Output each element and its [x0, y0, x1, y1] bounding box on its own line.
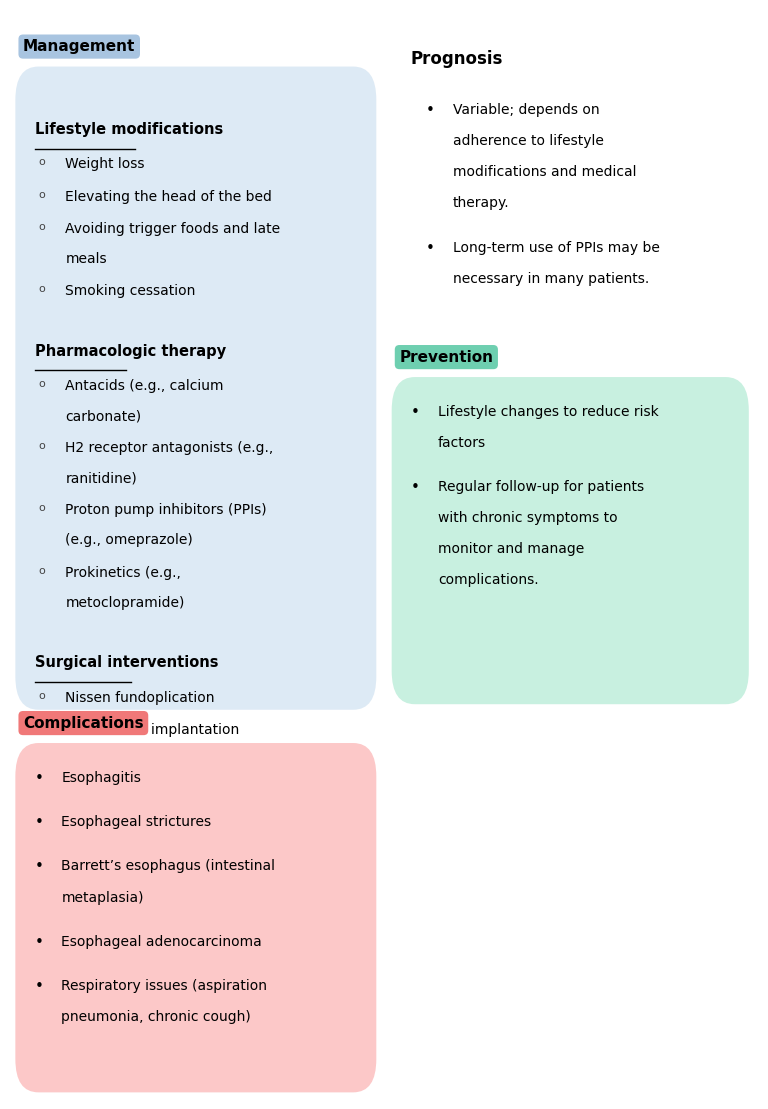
Text: o: o — [38, 284, 45, 294]
Text: o: o — [38, 691, 45, 701]
Text: •: • — [35, 815, 44, 831]
Text: factors: factors — [438, 436, 486, 450]
Text: •: • — [426, 241, 435, 256]
Text: necessary in many patients.: necessary in many patients. — [453, 272, 650, 286]
Text: (e.g., omeprazole): (e.g., omeprazole) — [65, 533, 193, 548]
Text: therapy.: therapy. — [453, 196, 510, 211]
Text: Avoiding trigger foods and late: Avoiding trigger foods and late — [65, 222, 280, 236]
Text: •: • — [35, 979, 44, 995]
Text: •: • — [35, 859, 44, 875]
Text: Pharmacologic therapy: Pharmacologic therapy — [35, 344, 226, 359]
Text: Respiratory issues (aspiration: Respiratory issues (aspiration — [61, 979, 267, 994]
Text: Prevention: Prevention — [399, 349, 493, 365]
Text: meals: meals — [65, 252, 107, 266]
Text: metaplasia): metaplasia) — [61, 891, 144, 905]
Text: •: • — [35, 935, 44, 950]
Text: pneumonia, chronic cough): pneumonia, chronic cough) — [61, 1010, 251, 1025]
Text: metoclopramide): metoclopramide) — [65, 596, 184, 610]
Text: Proton pump inhibitors (PPIs): Proton pump inhibitors (PPIs) — [65, 503, 267, 518]
Text: Long-term use of PPIs may be: Long-term use of PPIs may be — [453, 241, 660, 255]
Text: Weight loss: Weight loss — [65, 157, 145, 172]
Text: o: o — [38, 157, 45, 167]
Text: •: • — [411, 405, 420, 420]
FancyBboxPatch shape — [15, 67, 376, 710]
Text: carbonate): carbonate) — [65, 409, 141, 424]
Text: Lifestyle modifications: Lifestyle modifications — [35, 122, 223, 138]
Text: Barrett’s esophagus (intestinal: Barrett’s esophagus (intestinal — [61, 859, 276, 874]
Text: Surgical interventions: Surgical interventions — [35, 655, 218, 671]
Text: Esophageal strictures: Esophageal strictures — [61, 815, 211, 830]
Text: complications.: complications. — [438, 573, 538, 588]
Text: Management: Management — [23, 39, 135, 54]
Text: Esophagitis: Esophagitis — [61, 771, 141, 785]
Text: Lifestyle changes to reduce risk: Lifestyle changes to reduce risk — [438, 405, 658, 419]
Text: Esophageal adenocarcinoma: Esophageal adenocarcinoma — [61, 935, 262, 949]
Text: Elevating the head of the bed: Elevating the head of the bed — [65, 190, 272, 204]
Text: o: o — [38, 441, 45, 451]
Text: o: o — [38, 379, 45, 389]
Text: o: o — [38, 723, 45, 733]
Text: with chronic symptoms to: with chronic symptoms to — [438, 511, 617, 526]
Text: Antacids (e.g., calcium: Antacids (e.g., calcium — [65, 379, 223, 394]
FancyBboxPatch shape — [392, 377, 749, 704]
Text: monitor and manage: monitor and manage — [438, 542, 584, 557]
Text: Prognosis: Prognosis — [411, 50, 503, 68]
Text: adherence to lifestyle: adherence to lifestyle — [453, 134, 604, 149]
FancyBboxPatch shape — [15, 743, 376, 1092]
Text: modifications and medical: modifications and medical — [453, 165, 637, 180]
Text: o: o — [38, 566, 45, 576]
Text: •: • — [426, 103, 435, 119]
Text: Prokinetics (e.g.,: Prokinetics (e.g., — [65, 566, 181, 580]
Text: Smoking cessation: Smoking cessation — [65, 284, 196, 298]
Text: ranitidine): ranitidine) — [65, 471, 137, 486]
Text: Variable; depends on: Variable; depends on — [453, 103, 600, 118]
Text: Nissen fundoplication: Nissen fundoplication — [65, 691, 215, 705]
Text: •: • — [411, 480, 420, 496]
Text: o: o — [38, 503, 45, 513]
Text: o: o — [38, 222, 45, 232]
Text: o: o — [38, 190, 45, 200]
Text: Complications: Complications — [23, 715, 144, 731]
Text: H2 receptor antagonists (e.g.,: H2 receptor antagonists (e.g., — [65, 441, 273, 456]
Text: •: • — [35, 771, 44, 786]
Text: LINX device implantation: LINX device implantation — [65, 723, 240, 737]
Text: Regular follow-up for patients: Regular follow-up for patients — [438, 480, 644, 495]
